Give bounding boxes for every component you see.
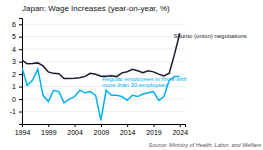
x-tick-mark [180,124,181,127]
y-tick: 2 [12,71,22,78]
x-tick: 1999 [41,124,57,136]
x-tick-mark [127,124,128,127]
x-tick: 2024 [172,124,188,136]
y-tick-label: 0 [12,96,16,103]
x-tick-label: 2024 [172,129,188,136]
source: Source: Ministry of Health, Labor, and W… [149,142,261,148]
x-tick-mark [101,124,102,127]
x-tick: 2014 [120,124,136,136]
grid-line [22,24,185,25]
y-tick-mark [19,24,22,25]
y-tick-mark [19,49,22,50]
y-tick-label: 1 [12,83,16,90]
y-axis-line [19,19,23,125]
x-axis-line [23,125,186,128]
x-tick-mark [153,124,154,127]
y-tick: 5 [12,33,22,40]
y-axis: -1 0 1 2 3 4 5 6 [10,19,23,125]
annotation-line: Shunto (union) negotiations [173,33,246,39]
y-tick-label: 6 [12,21,16,28]
y-tick: 4 [12,46,22,53]
series-line [22,33,180,78]
x-tick-label: 2004 [67,129,83,136]
y-tick-mark [19,37,22,38]
y-tick: -1 [10,108,22,115]
x-tick-mark [75,124,76,127]
annotation-line: Regular employees in firms with [102,76,187,82]
x-tick: 1994 [15,124,31,136]
y-tick-mark [19,74,22,75]
y-tick-mark [19,99,22,100]
y-tick-label: 2 [12,71,16,78]
y-tick-mark [19,87,22,88]
x-tick-label: 1999 [41,129,57,136]
y-tick-label: -1 [10,108,16,115]
grid-line [22,49,185,50]
annotation-line: more than 30 employees [102,82,168,88]
grid-line [22,111,185,112]
y-tick-mark [19,62,22,63]
x-tick-label: 2019 [146,129,162,136]
y-tick-label: 3 [12,58,16,65]
y-tick-label: 5 [12,33,16,40]
x-tick-mark [48,124,49,127]
x-tick: 2019 [146,124,162,136]
x-tick-label: 2014 [120,129,136,136]
y-tick-mark [19,112,22,113]
x-tick: 2009 [94,124,110,136]
grid-line [22,36,185,37]
y-tick: 3 [12,58,22,65]
grid-line [22,61,185,62]
chart: Japan: Wage Increases (year-on-year, %) 1… [0,0,263,150]
y-tick: 0 [12,96,22,103]
annotation: Shunto (union) negotiations [173,33,246,39]
x-axis: 1994 1999 2004 2009 2014 2019 2024 [15,124,188,136]
x-tick: 2004 [67,124,83,136]
y-tick: 6 [12,21,22,28]
y-tick: 1 [12,83,22,90]
y-tick-label: 4 [12,46,16,53]
annotation: Regular employees in firms with more tha… [102,76,189,89]
x-tick-label: 1994 [15,129,31,136]
x-tick-label: 2009 [94,129,110,136]
title: Japan: Wage Increases (year-on-year, %) [22,4,170,13]
